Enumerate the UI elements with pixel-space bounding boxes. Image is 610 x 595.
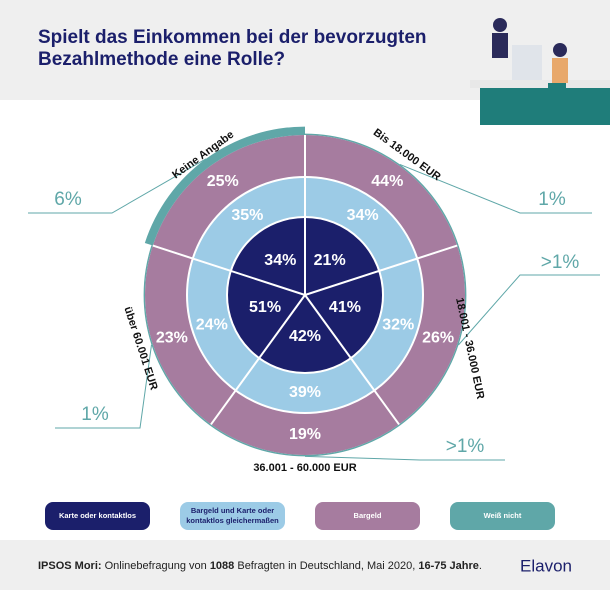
segment bbox=[227, 270, 305, 359]
value-label: 35% bbox=[231, 207, 263, 224]
value-label: 24% bbox=[196, 317, 228, 334]
legend-swatch bbox=[315, 502, 420, 530]
segment bbox=[305, 135, 458, 259]
legend-label: Karte oder kontaktlos bbox=[59, 511, 136, 520]
segment bbox=[210, 424, 400, 457]
value-label: >1% bbox=[541, 252, 580, 273]
ring-divider bbox=[226, 216, 384, 374]
value-label: 44% bbox=[371, 173, 403, 190]
legend-label: Weiß nicht bbox=[484, 511, 522, 520]
sector-divider bbox=[210, 294, 306, 426]
footer-part: IPSOS Mori: bbox=[38, 560, 102, 572]
legend-swatch bbox=[45, 502, 150, 530]
footer-part: . bbox=[479, 560, 482, 572]
value-label: 21% bbox=[314, 252, 346, 269]
segment bbox=[305, 177, 418, 271]
legend-swatch bbox=[450, 502, 555, 530]
footer-part: Befragten in Deutschland, Mai 2020, bbox=[234, 560, 418, 572]
value-label: 26% bbox=[422, 329, 454, 346]
leader-line bbox=[28, 158, 207, 214]
legend-label: Bargeld und Karte oder kontaktlos gleiche… bbox=[186, 506, 279, 525]
value-label: 6% bbox=[54, 189, 82, 210]
leader-line bbox=[458, 274, 600, 346]
value-label: 39% bbox=[289, 384, 321, 401]
value-label: 34% bbox=[347, 207, 379, 224]
value-label: 25% bbox=[207, 173, 239, 190]
segment bbox=[210, 390, 400, 455]
value-label: 1% bbox=[538, 189, 566, 210]
sector-divider bbox=[304, 244, 458, 296]
segment bbox=[374, 245, 465, 425]
segment bbox=[152, 135, 305, 259]
segment bbox=[192, 177, 305, 271]
segment bbox=[235, 358, 375, 413]
value-label: 19% bbox=[289, 426, 321, 443]
category-label: 36.001 - 60.000 EUR bbox=[253, 462, 356, 474]
value-label: >1% bbox=[446, 436, 485, 457]
value-label: 41% bbox=[329, 299, 361, 316]
footer-part: Onlinebefragung von bbox=[102, 560, 210, 572]
legend-swatch bbox=[180, 502, 285, 530]
illustration bbox=[470, 18, 610, 125]
segment bbox=[259, 295, 351, 373]
footer-band bbox=[0, 540, 610, 590]
ring-divider bbox=[186, 176, 424, 414]
footer-part: 1088 bbox=[210, 560, 234, 572]
value-label: 51% bbox=[249, 299, 281, 316]
segment bbox=[144, 126, 305, 246]
chart: 21%34%44%1%Bis 18.000 EUR41%32%26%>1%18.… bbox=[28, 127, 600, 474]
segment bbox=[305, 270, 383, 359]
segment bbox=[305, 217, 380, 295]
value-label: 32% bbox=[382, 317, 414, 334]
brand-logo: Elavon bbox=[520, 556, 572, 575]
footer-note: IPSOS Mori: Onlinebefragung von 1088 Bef… bbox=[38, 560, 482, 572]
leader-line bbox=[304, 455, 505, 461]
segment bbox=[145, 245, 236, 425]
leader-line bbox=[55, 344, 152, 429]
leader-line bbox=[399, 163, 592, 214]
title-line: Bezahlmethode eine Rolle? bbox=[38, 49, 285, 70]
title-line: Spielt das Einkommen bei der bevorzugten bbox=[38, 27, 427, 48]
value-label: 23% bbox=[156, 329, 188, 346]
footer-part: 16-75 Jahre bbox=[418, 560, 479, 572]
sector-divider bbox=[152, 244, 306, 296]
segment bbox=[230, 217, 305, 295]
value-label: 42% bbox=[289, 328, 321, 345]
value-label: 34% bbox=[264, 252, 296, 269]
legend-label: Bargeld bbox=[354, 511, 382, 520]
legend: Karte oder kontaktlos Bargeld und Karte o… bbox=[45, 502, 555, 530]
category-label: 18.001 - 36.000 EUR bbox=[453, 297, 486, 401]
sector-divider bbox=[304, 294, 400, 426]
value-label: 1% bbox=[81, 404, 109, 425]
